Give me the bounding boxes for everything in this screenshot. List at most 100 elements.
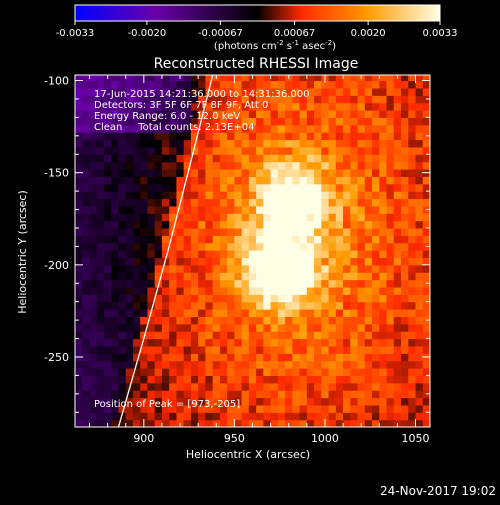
heatmap-cell: [364, 316, 373, 325]
heatmap-cell: [234, 168, 243, 177]
heatmap-cell: [169, 338, 178, 347]
heatmap-cell: [82, 75, 91, 82]
heatmap-cell: [241, 397, 250, 406]
heatmap-cell: [292, 205, 301, 214]
heatmap-cell: [343, 220, 351, 229]
heatmap-cell: [241, 213, 250, 222]
heatmap-cell: [335, 360, 344, 369]
heatmap-cell: [140, 198, 149, 207]
heatmap-cell: [314, 264, 322, 273]
heatmap-cell: [147, 117, 156, 126]
heatmap-cell: [364, 154, 373, 163]
heatmap-cell: [364, 397, 373, 406]
heatmap-cell: [198, 139, 206, 148]
heatmap-cell: [357, 412, 366, 421]
heatmap-cell: [227, 242, 235, 251]
heatmap-cell: [379, 183, 388, 192]
info-energy-range: Energy Range: 6.0 - 12.0 keV: [94, 111, 240, 122]
heatmap-cell: [321, 353, 330, 362]
heatmap-cell: [176, 316, 185, 325]
heatmap-cell: [256, 132, 264, 141]
heatmap-cell: [299, 345, 308, 354]
y-tick-label: -150: [44, 167, 69, 180]
heatmap-cell: [372, 124, 380, 133]
heatmap-cell: [227, 390, 235, 399]
heatmap-cell: [321, 213, 330, 222]
heatmap-cell: [379, 412, 388, 421]
heatmap-cell: [147, 257, 156, 266]
heatmap-cell: [270, 360, 279, 369]
heatmap-cell: [321, 205, 330, 214]
heatmap-cell: [285, 272, 293, 281]
heatmap-cell: [314, 368, 322, 376]
heatmap-cell: [277, 404, 286, 413]
heatmap-cell: [263, 345, 272, 354]
heatmap-cell: [422, 272, 430, 281]
heatmap-cell: [408, 132, 417, 141]
heatmap-cell: [350, 294, 359, 303]
heatmap-cell: [415, 110, 424, 118]
heatmap-cell: [190, 404, 199, 413]
heatmap-cell: [75, 345, 83, 354]
heatmap-cell: [111, 205, 120, 214]
heatmap-cell: [357, 242, 366, 251]
heatmap-cell: [372, 419, 380, 427]
heatmap-cell: [96, 110, 105, 118]
heatmap-cell: [393, 205, 402, 214]
heatmap-cell: [219, 75, 228, 82]
heatmap-cell: [335, 316, 344, 325]
heatmap-cell: [321, 390, 330, 399]
heatmap-cell: [422, 110, 430, 118]
heatmap-cell: [401, 80, 409, 89]
heatmap-cell: [154, 161, 163, 170]
heatmap-cell: [198, 176, 206, 185]
heatmap-cell: [125, 250, 134, 259]
heatmap-cell: [386, 316, 395, 325]
heatmap-cell: [263, 117, 272, 126]
heatmap-cell: [256, 360, 264, 369]
heatmap-cell: [321, 309, 330, 318]
heatmap-cell: [96, 264, 105, 273]
heatmap-cell: [103, 124, 112, 133]
heatmap-cell: [176, 345, 185, 354]
heatmap-cell: [299, 250, 308, 259]
heatmap-cell: [415, 272, 424, 281]
heatmap-cell: [328, 213, 337, 222]
heatmap-cell: [364, 213, 373, 222]
heatmap-cell: [292, 235, 301, 244]
heatmap-cell: [219, 235, 228, 244]
heatmap-cell: [401, 257, 409, 266]
heatmap-cell: [118, 368, 127, 376]
heatmap-cell: [125, 117, 134, 126]
heatmap-cell: [263, 176, 272, 185]
heatmap-cell: [386, 87, 395, 96]
heatmap-cell: [364, 95, 373, 104]
heatmap-cell: [212, 404, 221, 413]
heatmap-cell: [82, 279, 91, 288]
heatmap-cell: [190, 375, 199, 384]
heatmap-cell: [292, 154, 301, 163]
heatmap-cell: [154, 250, 163, 259]
heatmap-cell: [386, 95, 395, 104]
heatmap-cell: [350, 146, 359, 155]
heatmap-cell: [111, 345, 120, 354]
heatmap-cell: [205, 294, 214, 303]
heatmap-cell: [270, 75, 279, 82]
heatmap-cell: [118, 95, 127, 104]
heatmap-cell: [198, 412, 206, 421]
heatmap-cell: [169, 250, 178, 259]
heatmap-cell: [292, 272, 301, 281]
heatmap-cell: [248, 205, 257, 214]
heatmap-cell: [379, 382, 388, 391]
heatmap-cell: [393, 146, 402, 155]
heatmap-cell: [350, 257, 359, 266]
heatmap-cell: [422, 309, 430, 318]
heatmap-cell: [212, 205, 221, 214]
heatmap-cell: [285, 301, 293, 310]
heatmap-cell: [89, 176, 98, 185]
heatmap-cell: [212, 338, 221, 347]
x-tick-label: 1050: [402, 432, 430, 445]
heatmap-cell: [292, 390, 301, 399]
heatmap-cell: [422, 382, 430, 391]
heatmap-cell: [154, 139, 163, 148]
